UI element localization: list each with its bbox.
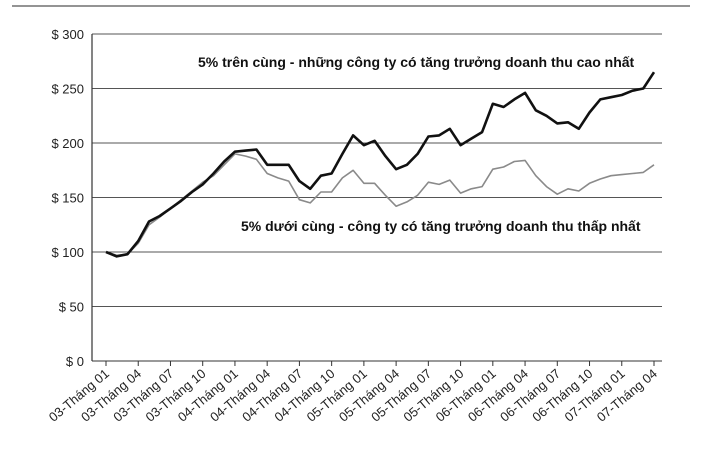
- y-tick-label: $ 300: [51, 27, 84, 42]
- y-axis-ticks: $ 300 $ 250 $ 200 $ 150 $ 100 $ 50 $ 0: [51, 27, 84, 369]
- y-tick-label: $ 50: [59, 300, 84, 315]
- y-tick-label: $ 250: [51, 82, 84, 97]
- top-5pct-series-line: [105, 71, 656, 258]
- bottom-series-label: 5% dưới cùng - công ty có tăng trưởng do…: [241, 218, 641, 234]
- y-tick-label: $ 150: [51, 191, 84, 206]
- bottom-5pct-series-line: [105, 153, 655, 257]
- y-tick-label: $ 200: [51, 136, 84, 151]
- y-tick-label: $ 0: [66, 354, 84, 369]
- top-series-label: 5% trên cùng - những công ty có tăng trư…: [198, 54, 635, 70]
- series-lines: [105, 71, 656, 258]
- gridlines: [91, 33, 662, 362]
- y-tick-label: $ 100: [51, 245, 84, 260]
